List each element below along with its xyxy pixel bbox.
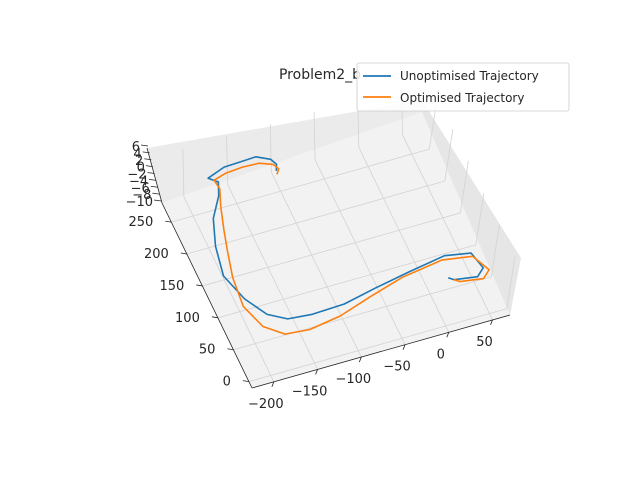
x-axis-line: [251, 314, 511, 389]
grid-line-back: [313, 111, 316, 160]
back-pane: [147, 100, 422, 203]
y-tick-label: 100: [175, 311, 200, 326]
y-tick-label: 250: [128, 215, 153, 230]
y-tick-labels: 0 50 100 150 200 250: [128, 215, 249, 390]
y-tick-mark: [211, 316, 218, 319]
x-tick-mark: [402, 344, 406, 350]
x-tick-mark: [315, 369, 318, 375]
z-tick-mark: [144, 158, 152, 161]
grid-line-x: [183, 196, 275, 382]
y-tick-label: 200: [144, 247, 169, 262]
z-tick-mark: [149, 178, 157, 181]
grid-line-side: [475, 192, 485, 245]
z-tick-mark: [140, 144, 149, 147]
z-tick-mark: [147, 172, 155, 174]
grid-line-back: [226, 136, 228, 185]
grid-line-side: [459, 160, 469, 213]
y-axis-line: [161, 202, 253, 389]
z-tick-label: −6: [131, 181, 150, 196]
x-tick-label: −100: [335, 372, 371, 387]
grid-line-back: [182, 148, 185, 197]
legend-frame: [356, 62, 570, 112]
z-tick-label: 2: [135, 154, 143, 169]
y-tick-mark: [196, 284, 203, 287]
grid-lines: [171, 86, 516, 383]
floor-pane: [162, 112, 510, 388]
x-tick-mark: [271, 381, 275, 387]
axis-spines: [146, 147, 511, 389]
grid-line-side: [444, 128, 454, 182]
y-tick-mark: [242, 380, 249, 383]
z-tick-label: −2: [127, 168, 146, 183]
z-tick-label: −4: [129, 174, 148, 189]
z-tick-label: 6: [132, 140, 140, 155]
grid-line-side: [506, 256, 516, 309]
z-tick-label: −10: [126, 195, 153, 210]
grid-line-y: [186, 180, 445, 255]
grid-line-x: [358, 147, 450, 333]
x-tick-label: −200: [248, 397, 284, 412]
chart-title: Problem2_b: [279, 67, 361, 83]
series-line-optimised: [213, 162, 490, 335]
grid-line-y: [233, 276, 492, 351]
grid-line-y: [217, 244, 476, 319]
series-line-unoptimised: [207, 156, 484, 320]
grid-line-y: [171, 148, 430, 223]
x-tick-labels: −200 −150 −100 −50 0 50: [248, 319, 493, 412]
z-tick-mark: [150, 185, 158, 188]
z-tick-mark: [145, 165, 153, 168]
grid-line-side: [490, 224, 500, 277]
x-tick-mark: [358, 356, 362, 363]
grid-line-x: [227, 184, 318, 370]
y-tick-mark: [180, 252, 187, 255]
grid-line-x: [314, 159, 406, 345]
grid-line-x: [270, 171, 362, 358]
z-tick-label: 0: [137, 161, 145, 176]
grid-line-y: [248, 308, 508, 383]
z-tick-mark: [153, 199, 162, 202]
y-tick-label: 150: [160, 279, 185, 294]
z-tick-label: 4: [133, 147, 141, 162]
z-tick-mark: [152, 192, 160, 195]
y-tick-mark: [165, 220, 172, 223]
x-tick-label: −150: [292, 384, 328, 399]
series-layer: [207, 156, 490, 335]
z-tick-label: −8: [132, 188, 151, 203]
legend-label-optimised: Optimised Trajectory: [400, 91, 524, 105]
x-tick-mark: [490, 319, 493, 326]
z-axis-line: [146, 147, 163, 204]
grid-line-y: [202, 212, 461, 287]
y-tick-label: 50: [199, 343, 216, 358]
y-tick-mark: [227, 348, 234, 351]
legend-label-unoptimised: Unoptimised Trajectory: [400, 69, 539, 83]
legend: Unoptimised Trajectory Optimised Traject…: [356, 62, 570, 112]
x-tick-label: −50: [383, 360, 410, 375]
right-pane: [422, 100, 521, 315]
x-tick-label: 0: [437, 347, 445, 362]
grid-line-x: [402, 134, 493, 321]
x-tick-mark: [446, 332, 450, 338]
y-tick-label: 0: [223, 375, 231, 390]
z-tick-mark: [142, 151, 150, 154]
axes-panes: [147, 100, 521, 388]
x-tick-label: 50: [476, 335, 493, 350]
